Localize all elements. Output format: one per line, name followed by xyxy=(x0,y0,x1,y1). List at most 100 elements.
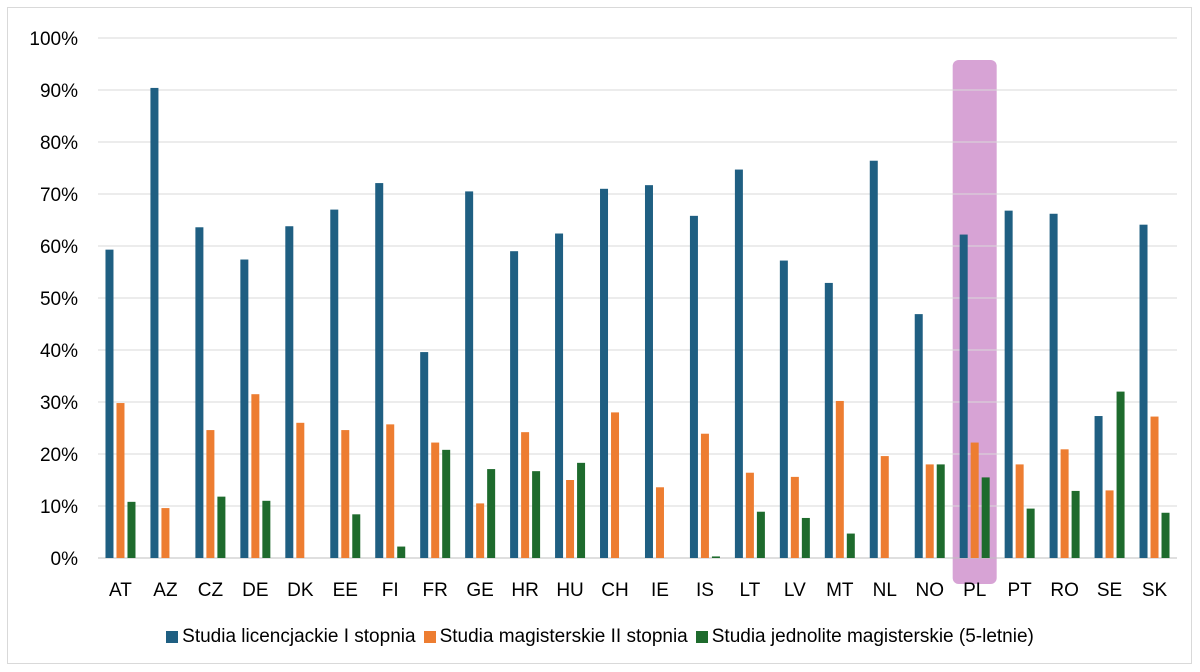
bar-NL-1 xyxy=(869,160,878,558)
bar-NO-2 xyxy=(925,464,934,558)
legend-label-long-cycle: Studia jednolite magisterskie (5-letnie) xyxy=(711,626,1034,647)
x-tick-label: GE xyxy=(466,580,493,601)
bar-EE-2 xyxy=(341,430,350,558)
bar-AT-3 xyxy=(127,501,136,558)
x-tick-label: AT xyxy=(109,580,132,601)
bar-RO-3 xyxy=(1071,490,1080,558)
bar-IS-2 xyxy=(700,433,709,558)
bar-FR-3 xyxy=(442,449,451,558)
legend-label-master: Studia magisterskie II stopnia xyxy=(439,626,688,647)
x-tick-label: IS xyxy=(696,580,714,601)
x-tick-label: HR xyxy=(511,580,538,601)
bar-AZ-1 xyxy=(150,87,159,559)
legend-swatch-bachelor xyxy=(166,631,179,643)
bar-NO-1 xyxy=(914,314,923,558)
bar-HR-3 xyxy=(532,471,541,558)
bar-FI-1 xyxy=(375,183,384,558)
bar-HU-3 xyxy=(577,462,586,558)
x-tick-label: AZ xyxy=(153,580,178,601)
bar-SK-2 xyxy=(1150,416,1159,558)
bar-DE-1 xyxy=(240,259,249,558)
bar-MT-3 xyxy=(846,533,855,558)
y-tick-label: 70% xyxy=(40,185,78,206)
x-tick-label: FI xyxy=(382,580,399,601)
bar-DE-3 xyxy=(262,500,271,558)
bar-LT-2 xyxy=(745,472,754,558)
x-tick-label: CZ xyxy=(198,580,224,601)
bar-PL-2 xyxy=(970,442,979,558)
y-tick-label: 10% xyxy=(40,497,78,518)
y-tick-label: 50% xyxy=(40,289,78,310)
bar-RO-1 xyxy=(1049,213,1058,558)
legend-item-long-cycle: Studia jednolite magisterskie (5-letnie) xyxy=(695,626,1034,648)
y-tick-label: 40% xyxy=(40,341,78,362)
bar-MT-1 xyxy=(824,282,833,558)
y-tick-label: 90% xyxy=(40,81,78,102)
x-tick-label: LV xyxy=(784,580,806,601)
x-tick-label: DE xyxy=(242,580,268,601)
x-tick-label: IE xyxy=(651,580,669,601)
legend-item-bachelor: Studia licencjackie I stopnia xyxy=(166,626,416,648)
x-tick-label: NO xyxy=(915,580,944,601)
bar-PL-3 xyxy=(981,477,990,558)
bar-GE-3 xyxy=(487,469,496,558)
x-tick-label: PL xyxy=(963,580,986,601)
bar-IE-1 xyxy=(644,185,653,558)
x-tick-label: RO xyxy=(1050,580,1079,601)
bar-HR-2 xyxy=(521,432,530,558)
bar-LV-1 xyxy=(779,260,788,558)
bar-NO-3 xyxy=(936,464,945,558)
x-tick-label: FR xyxy=(423,580,448,601)
bar-CZ-3 xyxy=(217,496,226,558)
legend-swatch-long-cycle xyxy=(695,631,708,643)
y-tick-label: 80% xyxy=(40,133,78,154)
bar-GE-1 xyxy=(465,191,474,558)
legend-swatch-master xyxy=(423,631,436,643)
bar-FR-2 xyxy=(431,442,440,558)
bar-CZ-1 xyxy=(195,227,204,558)
bar-AT-2 xyxy=(116,403,125,558)
x-tick-label: LT xyxy=(740,580,761,601)
bar-LV-2 xyxy=(790,476,799,558)
bar-CZ-2 xyxy=(206,430,215,558)
x-tick-label: SE xyxy=(1097,580,1122,601)
bar-IE-2 xyxy=(655,487,664,558)
bar-DK-1 xyxy=(285,226,294,559)
bar-SK-3 xyxy=(1161,512,1170,558)
bar-LT-3 xyxy=(756,511,765,558)
bar-AZ-2 xyxy=(161,508,170,558)
x-tick-label: CH xyxy=(601,580,628,601)
x-tick-label: SK xyxy=(1142,580,1168,601)
bar-DE-2 xyxy=(251,394,260,558)
x-tick-label: NL xyxy=(873,580,897,601)
bar-CH-2 xyxy=(611,412,620,558)
bar-IS-1 xyxy=(689,215,698,558)
bar-PT-2 xyxy=(1015,464,1024,558)
bar-RO-2 xyxy=(1060,449,1069,558)
bar-MT-2 xyxy=(835,400,844,558)
bar-LT-1 xyxy=(734,169,743,558)
bar-DK-2 xyxy=(296,422,305,558)
bar-HR-1 xyxy=(510,251,519,558)
x-tick-label: PT xyxy=(1008,580,1033,601)
y-tick-label: 100% xyxy=(29,29,78,50)
bar-HU-2 xyxy=(566,480,575,558)
bar-CH-1 xyxy=(600,188,609,559)
bar-SE-1 xyxy=(1094,416,1103,558)
bar-PL-1 xyxy=(959,234,968,558)
y-tick-label: 0% xyxy=(51,549,79,570)
bar-FR-1 xyxy=(420,352,429,558)
legend-label-bachelor: Studia licencjackie I stopnia xyxy=(182,626,416,647)
bar-HU-1 xyxy=(555,233,564,558)
x-tick-label: HU xyxy=(556,580,583,601)
y-tick-label: 20% xyxy=(40,445,78,466)
bar-SE-2 xyxy=(1105,490,1114,558)
bar-FI-3 xyxy=(397,546,406,558)
bar-LV-3 xyxy=(801,517,810,558)
bar-NL-2 xyxy=(880,456,889,558)
bar-AT-1 xyxy=(105,249,114,558)
bar-GE-2 xyxy=(476,503,485,558)
bar-EE-1 xyxy=(330,209,339,558)
bar-EE-3 xyxy=(352,514,361,558)
